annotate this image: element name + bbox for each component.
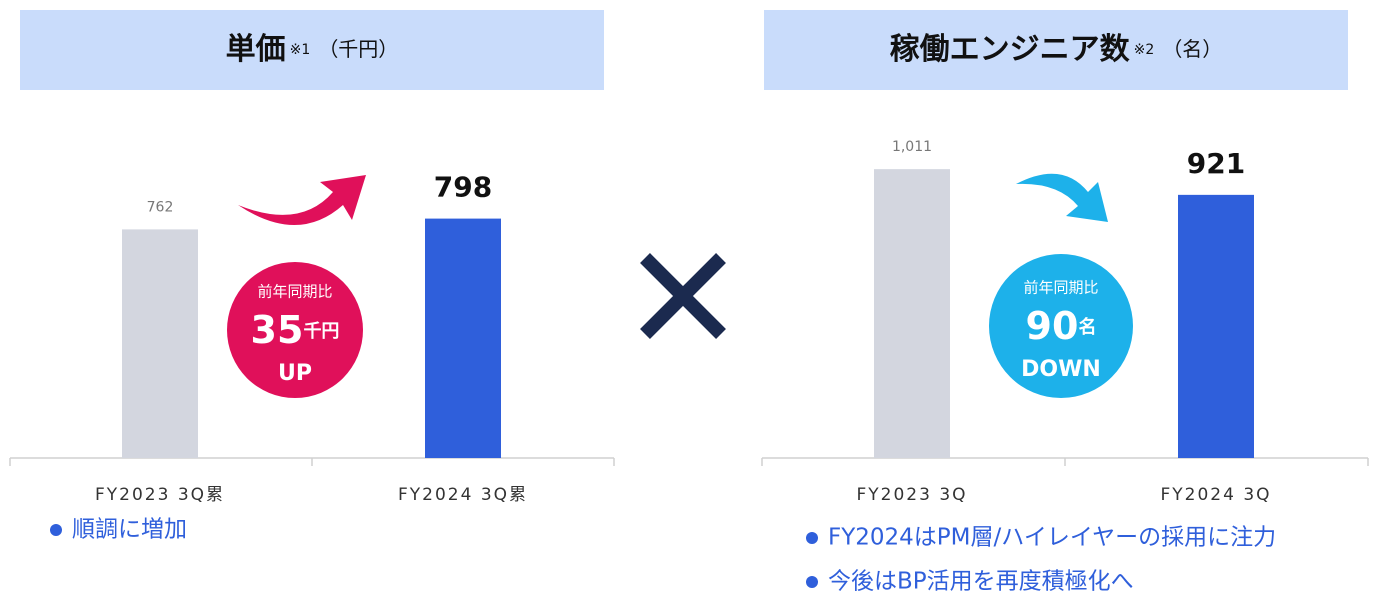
chart-title: 稼働エンジニア数 ※2 （名） [890, 32, 1223, 67]
title-unit: （千円） [318, 37, 398, 61]
data-label: 762 [147, 199, 174, 215]
times-sign [640, 253, 726, 339]
down-arrow [1016, 173, 1108, 222]
title-main: 稼働エンジニア数 [890, 32, 1131, 67]
times-stroke [640, 253, 726, 339]
up-arrow [238, 175, 366, 225]
chart-title: 単価 ※1 （千円） [226, 32, 399, 67]
badge-direction: DOWN [1021, 357, 1101, 382]
badge-value: 90名 [1026, 304, 1097, 348]
bullet-dot [806, 576, 818, 588]
bar [1178, 194, 1254, 458]
bar [122, 229, 198, 458]
title-note: ※2 [1134, 42, 1155, 58]
header-box [764, 10, 1348, 90]
title-unit: （名） [1162, 37, 1222, 61]
badge-unit: 名 [1078, 316, 1096, 338]
badge-number: 90 [1026, 304, 1079, 348]
badge-label: 前年同期比 [1023, 279, 1098, 297]
bar [425, 218, 501, 458]
badge-circle [989, 254, 1133, 398]
bullet-dot [806, 532, 818, 544]
bullet-dot [50, 524, 62, 536]
title-note: ※1 [290, 42, 311, 58]
data-label: 921 [1187, 147, 1245, 180]
x-tick-label: FY2023 3Q [856, 485, 967, 505]
title-main: 単価 [226, 32, 286, 67]
data-label: 798 [434, 171, 492, 204]
badge-value: 35千円 [251, 308, 340, 352]
bar [874, 169, 950, 458]
x-tick-label: FY2024 3Q累 [398, 485, 528, 505]
x-tick-label: FY2024 3Q [1160, 485, 1271, 505]
badge-unit: 千円 [303, 321, 339, 342]
bullet-text: 順調に増加 [72, 517, 187, 543]
header-box [20, 10, 604, 90]
x-tick-label: FY2023 3Q累 [95, 485, 225, 505]
data-label: 1,011 [892, 139, 932, 155]
badge-label: 前年同期比 [257, 283, 332, 301]
badge-circle [227, 262, 363, 398]
bullet-text: 今後はBP活用を再度積極化へ [828, 569, 1134, 595]
bullet-text: FY2024はPM層/ハイレイヤーの採用に注力 [828, 525, 1276, 551]
badge-number: 35 [251, 308, 304, 352]
badge-direction: UP [278, 361, 312, 386]
